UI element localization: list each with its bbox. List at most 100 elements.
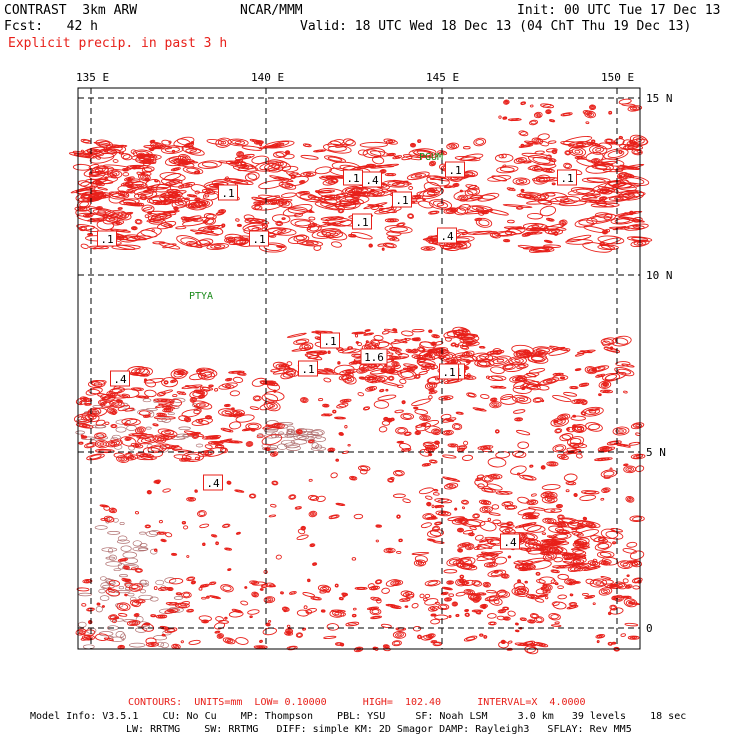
precip-contour (523, 533, 536, 540)
precip-contour (563, 136, 593, 145)
precip-contour (150, 216, 162, 222)
precip-contour (172, 394, 178, 398)
precip-contour (571, 148, 584, 156)
precip-contour (527, 163, 557, 171)
precip-contour (490, 570, 503, 577)
precip-contour (421, 415, 429, 421)
precip-contour (574, 149, 581, 154)
precip-contour (623, 595, 628, 599)
precip-contour (387, 235, 400, 242)
terrain-hatch (107, 548, 114, 554)
precip-contour (533, 167, 539, 170)
precip-contour (471, 205, 489, 212)
precip-contour (437, 150, 448, 156)
precip-contour (442, 476, 461, 482)
precip-contour (138, 410, 151, 417)
precip-contour (150, 147, 154, 151)
precip-contour (339, 642, 345, 647)
precip-contour (529, 620, 533, 623)
precip-contour (592, 602, 596, 606)
precip-contour (455, 591, 466, 597)
precip-contour (555, 582, 559, 585)
precip-contour (416, 359, 436, 368)
precip-contour (619, 136, 623, 139)
precip-contour (108, 191, 130, 200)
precip-contour (237, 151, 243, 157)
precip-contour (630, 140, 633, 143)
precip-contour (575, 560, 582, 563)
precip-contour (618, 175, 622, 178)
precip-contour (223, 524, 230, 528)
precip-contour (285, 150, 290, 155)
precip-contour (261, 584, 268, 588)
precip-contour (426, 191, 436, 196)
precip-contour (505, 101, 508, 104)
precip-contour (316, 495, 326, 503)
precip-contour (199, 403, 206, 407)
precip-contour (502, 204, 533, 208)
precip-contour (498, 641, 509, 649)
precip-contour (495, 386, 502, 389)
precip-contour (183, 416, 192, 423)
precip-contour (278, 181, 297, 190)
precip-contour (188, 217, 196, 220)
precip-contour (546, 109, 551, 114)
precip-contour (384, 417, 388, 420)
precip-contour (328, 448, 335, 452)
precip-contour (520, 381, 540, 389)
precip-contour (451, 423, 463, 431)
precip-contour (535, 350, 546, 355)
precip-contour (345, 370, 352, 374)
precip-contour (587, 365, 610, 373)
precip-contour (212, 595, 218, 599)
precip-contour (283, 609, 287, 612)
precip-contour (192, 400, 213, 410)
precip-contour (528, 543, 544, 550)
precip-contour (556, 373, 561, 376)
precip-contour (239, 240, 246, 244)
precip-contour (585, 578, 595, 585)
precip-contour (375, 539, 379, 543)
precip-contour (325, 230, 344, 239)
terrain-hatch (94, 525, 108, 530)
precip-contour (533, 246, 551, 253)
precip-contour (483, 561, 498, 568)
lon-label-140e: 140 E (251, 71, 284, 84)
precip-contour (174, 207, 178, 210)
precip-contour (335, 416, 345, 420)
precip-contour (552, 601, 567, 610)
precip-contour (163, 380, 169, 385)
precip-contour (155, 614, 168, 619)
precip-contour (324, 413, 329, 417)
precip-contour (153, 416, 176, 420)
precip-contour (461, 506, 466, 510)
precip-contour (608, 111, 612, 115)
precip-contour (378, 207, 397, 214)
precip-contour (235, 609, 240, 613)
precip-contour (590, 105, 595, 110)
precip-contour (336, 402, 349, 409)
precip-contour (252, 592, 258, 597)
precip-contour (117, 388, 140, 399)
precip-contour (529, 465, 533, 468)
precip-contour (588, 423, 600, 431)
precip-contour (544, 518, 555, 524)
terrain-hatch (139, 531, 147, 535)
precip-contour (601, 245, 616, 250)
precip-contour (146, 490, 152, 495)
precip-contour (381, 420, 391, 426)
precip-contour (507, 226, 522, 230)
precip-contour (405, 348, 414, 354)
precip-contour (432, 200, 449, 209)
precip-contour (550, 509, 556, 513)
precip-contour (327, 351, 331, 354)
precip-contour (359, 141, 388, 148)
precip-contour (113, 452, 125, 459)
precip-contour (130, 236, 148, 241)
precip-contour (180, 182, 196, 189)
precip-contour (592, 146, 605, 154)
precip-contour (545, 192, 556, 197)
precip-contour (164, 146, 180, 153)
precip-contour (483, 508, 489, 511)
precip-contour (122, 199, 137, 205)
